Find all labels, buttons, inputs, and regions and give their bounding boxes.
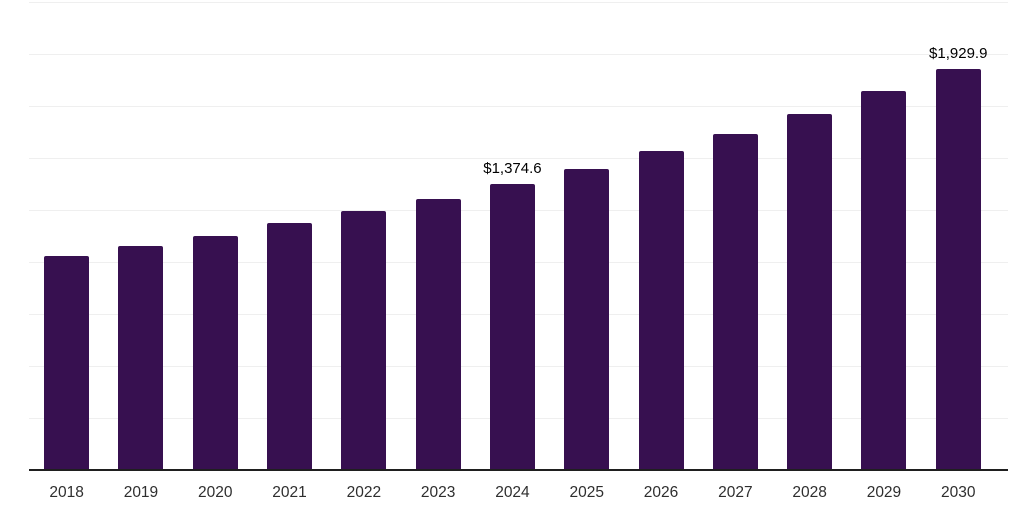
x-tick-label-2019: 2019	[123, 484, 159, 501]
bar-2028	[787, 113, 833, 470]
bar-2030	[935, 68, 981, 470]
bar-2025	[564, 168, 610, 470]
bar-value-label-2030: $1,929.9	[929, 44, 988, 62]
x-tick-label-2018: 2018	[49, 484, 84, 501]
bar-2020	[192, 235, 238, 470]
bar-value-label-2024: $1,374.6	[483, 160, 542, 178]
bar-2029	[861, 91, 907, 470]
bar-2024	[489, 184, 535, 470]
bar-2018	[44, 255, 90, 470]
bar-2022	[341, 211, 387, 470]
x-tick-label-2027: 2027	[718, 484, 753, 501]
bar-2027	[712, 133, 758, 470]
x-tick-label-2026: 2026	[643, 484, 679, 501]
bar-2026	[638, 151, 684, 470]
x-tick-label-2030: 2030	[941, 484, 976, 501]
x-tick-label-2028: 2028	[792, 484, 827, 501]
x-tick-label-2021: 2021	[272, 484, 307, 501]
x-tick-label-2029: 2029	[866, 484, 902, 501]
bar-2023	[415, 199, 461, 470]
gridline	[29, 105, 1008, 107]
x-axis-line	[29, 469, 1008, 471]
x-tick-label-2020: 2020	[198, 484, 233, 501]
bar-2021	[267, 223, 313, 470]
x-tick-label-2022: 2022	[346, 484, 382, 501]
x-tick-label-2023: 2023	[420, 484, 456, 501]
bar-2019	[118, 245, 164, 470]
gridline	[29, 1, 1008, 3]
gridline	[29, 157, 1008, 159]
gridline	[29, 53, 1008, 55]
x-tick-label-2024: 2024	[495, 484, 530, 501]
x-tick-label-2025: 2025	[569, 484, 604, 501]
